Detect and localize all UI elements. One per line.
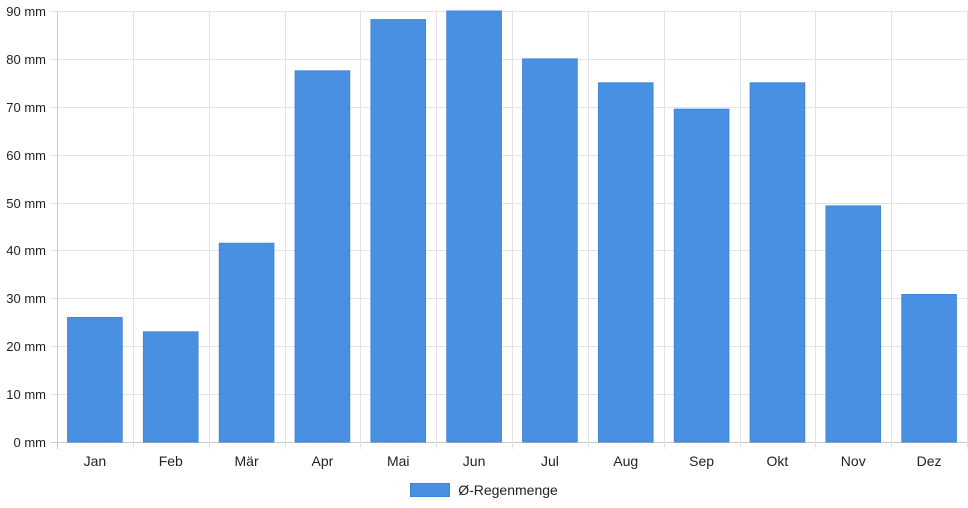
bar-dez [901,294,957,443]
y-tick-label: 70 mm [6,100,46,115]
x-tick-label: Apr [312,453,334,469]
x-tick-label: Dez [917,453,942,469]
bar-okt [749,82,806,443]
bar-aug [597,82,654,443]
x-tick-label: Jun [463,453,486,469]
x-tick-label: Nov [841,453,866,469]
y-tick-label: 60 mm [6,148,46,163]
x-tick-label: Mär [235,453,259,469]
bar-sep [673,108,730,443]
chart-canvas: 0 mm 10 mm 20 mm 30 mm 40 mm 50 mm 60 mm 70 mm 8… [6,4,968,469]
bar-jan [67,316,123,443]
y-tick-label: 40 mm [6,243,46,258]
bar-apr [294,70,351,443]
x-tick-label: Mai [387,453,410,469]
y-tick-label: 50 mm [6,196,46,211]
bar-jun [446,10,502,443]
legend-label: Ø-Regenmenge [458,482,558,498]
y-tick-label: 30 mm [6,291,46,306]
x-tick-label: Jul [541,453,559,469]
y-tick-label: 0 mm [14,435,47,450]
y-tick-label: 80 mm [6,52,46,67]
x-tick-label: Jan [84,453,107,469]
x-tick-label: Feb [159,453,183,469]
chart-legend[interactable]: Ø-Regenmenge [0,480,968,500]
bar-feb [142,331,199,443]
bar-mär [218,242,275,443]
x-tick-label: Aug [613,453,638,469]
x-tick-label: Okt [767,453,789,469]
x-tick-label: Sep [689,453,714,469]
y-tick-label: 90 mm [6,4,46,19]
bar-jul [522,58,578,443]
bar-nov [825,205,882,443]
y-tick-label: 10 mm [6,387,46,402]
legend-swatch [410,483,451,497]
bar-mai [370,19,427,443]
y-tick-label: 20 mm [6,339,46,354]
